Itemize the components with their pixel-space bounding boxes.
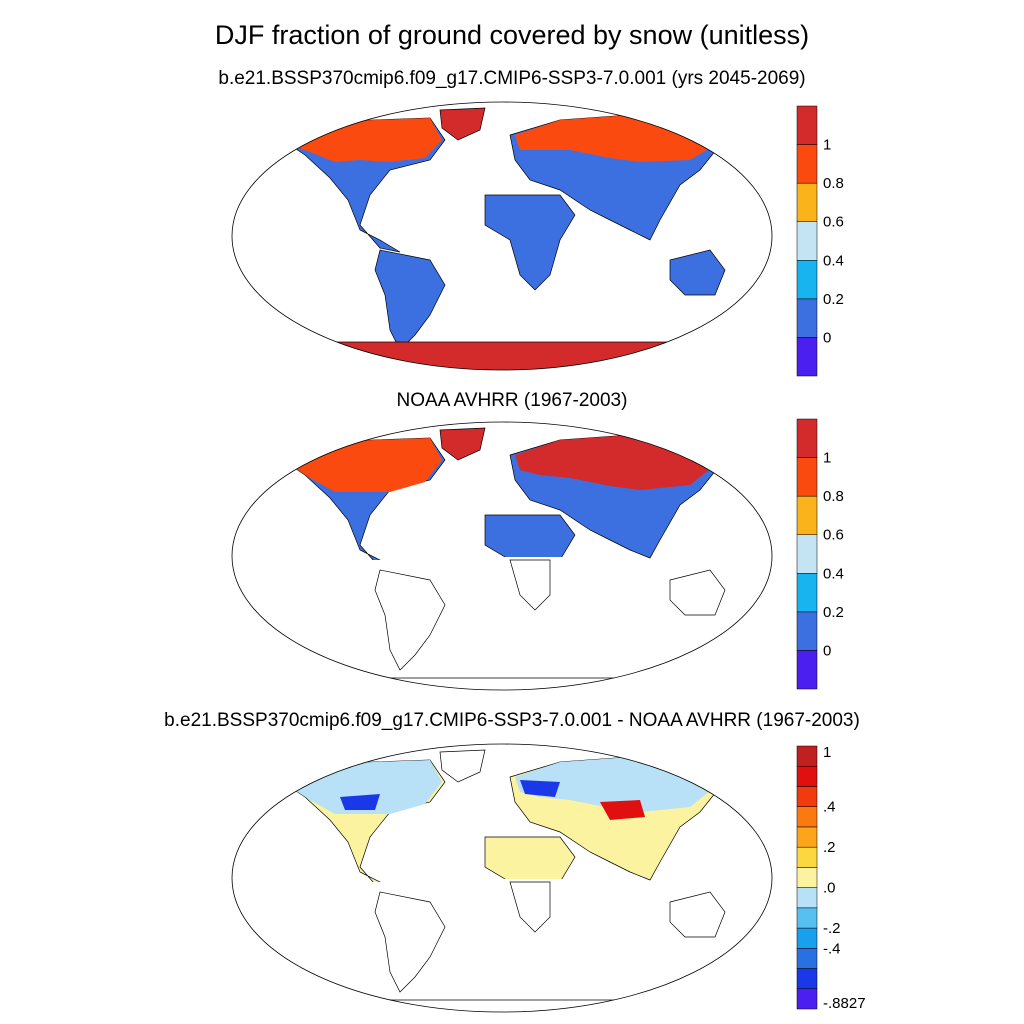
land-antarctica [232, 341, 772, 370]
colorbar-swatch [796, 611, 818, 651]
map-panel-obs [231, 421, 773, 691]
colorbar-model: 0 0.2 0.4 0.6 0.8 1 [796, 105, 844, 377]
colorbar-tick-label: 1 [823, 450, 831, 467]
colorbar-diff: -.8827 -.4 -.2 .0 .2 .4 1 [796, 745, 865, 1010]
colorbar-swatch [796, 907, 818, 929]
colorbar-tick-label: 0.2 [823, 291, 844, 308]
panel-subtitle-obs: NOAA AVHRR (1967-2003) [396, 390, 628, 411]
colorbar-swatch [796, 867, 818, 888]
land-south-america [374, 891, 446, 993]
colorbar-tick-label: -.2 [823, 920, 841, 937]
figure-title: DJF fraction of ground covered by snow (… [214, 20, 810, 50]
colorbar-swatch [796, 534, 818, 574]
colorbar-swatch [796, 887, 818, 909]
colorbar-tick-label: 0 [823, 329, 831, 346]
colorbar-swatch [796, 105, 818, 145]
colorbar-swatch [796, 221, 818, 261]
panel-subtitle-model: b.e21.BSSP370cmip6.f09_g17.CMIP6-SSP3-7.… [218, 68, 806, 89]
colorbar-tick-label: 0.4 [823, 252, 844, 269]
map-boundary [231, 101, 773, 371]
colorbar-swatch [796, 786, 818, 807]
colorbar-swatch [796, 948, 818, 969]
colorbar-tick-label: 1 [823, 745, 831, 761]
land-australia [669, 249, 726, 296]
colorbar-swatch [796, 418, 818, 458]
colorbar-swatch [796, 927, 818, 949]
colorbar-swatch [796, 968, 818, 990]
snow-north-america [290, 438, 442, 492]
land-africa [484, 194, 576, 291]
colorbar-tick-label: 0.6 [823, 527, 844, 544]
land-greenland [439, 427, 486, 461]
colorbar-tick-label: -.8827 [823, 995, 865, 1010]
map-panel-model [231, 101, 773, 371]
colorbar-swatch [796, 182, 818, 222]
colorbar-tick-label: 0.8 [823, 488, 844, 505]
colorbar-swatch [796, 826, 818, 848]
colorbar-swatch [796, 846, 818, 868]
colorbar-swatch [796, 457, 818, 497]
colorbar-tick-label: 0.2 [823, 604, 844, 621]
colorbar-swatch [796, 988, 818, 1010]
map-boundary [231, 743, 773, 1013]
colorbar-swatch [796, 765, 818, 787]
land-australia [669, 569, 726, 616]
map-panel-diff [231, 743, 773, 1013]
land-greenland [439, 107, 486, 141]
colorbar-swatch [796, 806, 818, 828]
colorbar-swatch [796, 495, 818, 535]
colorbar-tick-label: 0.8 [823, 175, 844, 192]
colorbar-tick-label: .2 [823, 839, 836, 856]
colorbar-swatch [796, 650, 818, 690]
colorbar-swatch [796, 337, 818, 377]
colorbar-swatch [796, 144, 818, 184]
colorbar-tick-label: 1 [823, 137, 831, 154]
map-boundary [231, 421, 773, 691]
land-south-america [374, 569, 446, 671]
land-australia [669, 891, 726, 938]
colorbar-tick-label: 0 [823, 642, 831, 659]
colorbar-swatch [796, 298, 818, 338]
colorbar-swatch [796, 260, 818, 300]
land-south-america [374, 249, 446, 351]
panel-subtitle-diff: b.e21.BSSP370cmip6.f09_g17.CMIP6-SSP3-7.… [164, 710, 860, 731]
colorbar-swatch [796, 573, 818, 613]
colorbar-tick-label: 0.4 [823, 565, 844, 582]
colorbar-tick-label: 0.6 [823, 214, 844, 231]
colorbar-tick-label: .0 [823, 880, 836, 897]
colorbar-tick-label: .4 [823, 799, 836, 816]
land-greenland [439, 749, 486, 783]
colorbar-swatch [796, 745, 818, 767]
colorbar-tick-label: -.4 [823, 940, 841, 957]
colorbar-obs: 0 0.2 0.4 0.6 0.8 1 [796, 418, 844, 690]
